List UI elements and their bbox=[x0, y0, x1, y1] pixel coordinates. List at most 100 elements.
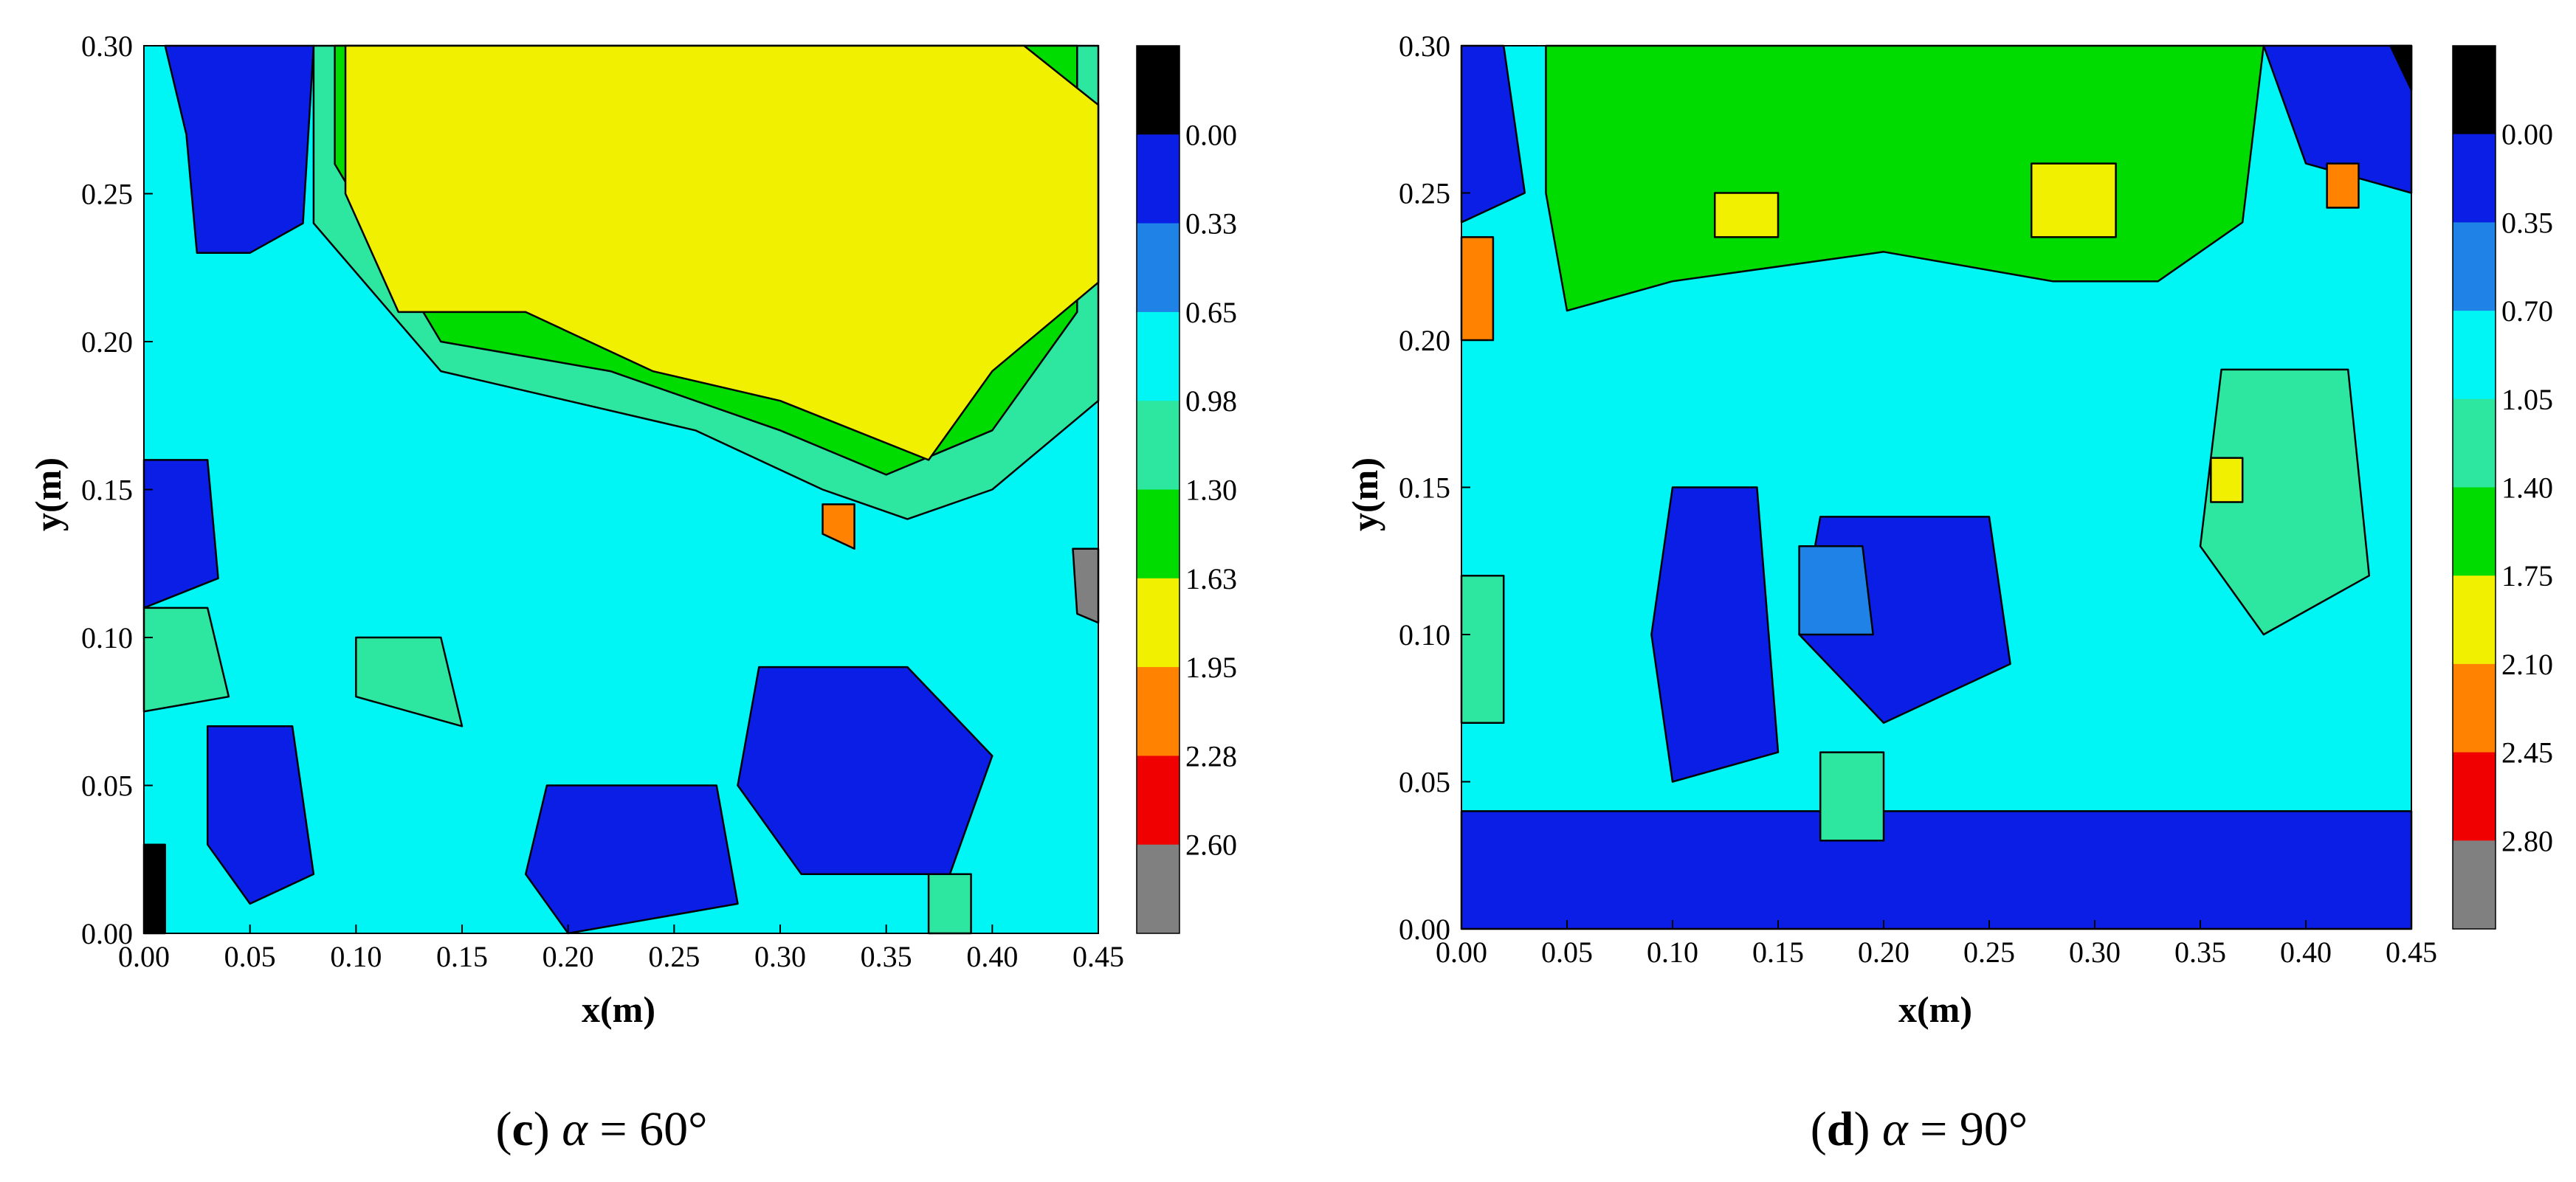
colorbar-swatch bbox=[1137, 756, 1179, 846]
contour-region bbox=[1819, 751, 1885, 842]
contour-region bbox=[1072, 547, 1100, 624]
x-tick-label: 0.10 bbox=[330, 940, 382, 973]
caption-rest-c: = 60° bbox=[588, 1102, 708, 1156]
panel-d: 0.00 0.05 0.10 0.15 0.20 0.25 0.30 0.35 0.40 0.45… bbox=[1344, 30, 2553, 1156]
colorbar-label: 1.95 bbox=[1185, 651, 1237, 684]
x-tick-label: 0.15 bbox=[436, 940, 488, 973]
colorbar-c: 0.00 0.33 0.65 0.98 1.30 1.63 1.95 2.28 2.60 bbox=[1136, 45, 1237, 934]
x-tick-label: 0.30 bbox=[754, 940, 806, 973]
colorbar-swatch bbox=[2453, 46, 2496, 135]
colorbar-swatch bbox=[1137, 667, 1179, 756]
x-tick-label: 0.25 bbox=[648, 940, 700, 973]
x-tick-label: 0.45 bbox=[1072, 940, 1124, 973]
contour-region bbox=[1545, 44, 2265, 312]
colorbar-label: 0.00 bbox=[2501, 118, 2553, 151]
colorbar-swatch bbox=[2453, 311, 2496, 400]
contour-region bbox=[206, 725, 315, 905]
caption-rest-d: = 90° bbox=[1908, 1102, 2028, 1156]
contour-region bbox=[142, 843, 166, 935]
y-axis-label-d: y(m) bbox=[1344, 457, 1385, 531]
colorbar-label: 2.10 bbox=[2501, 648, 2553, 681]
colorbar-swatch bbox=[1137, 578, 1179, 668]
x-axis-label-c: x(m) bbox=[582, 989, 655, 1030]
contour-region bbox=[1650, 486, 1780, 783]
contour-region bbox=[822, 503, 855, 550]
x-tick-label: 0.40 bbox=[2280, 936, 2332, 969]
contour-region bbox=[1460, 810, 2413, 930]
x-tick-label: 0.35 bbox=[2174, 936, 2226, 969]
colorbar-label: 1.63 bbox=[1185, 562, 1237, 595]
y-axis-label-c: y(m) bbox=[27, 457, 69, 531]
caption-d: (d) α = 90° bbox=[1811, 1102, 2028, 1156]
x-tick-label: 0.10 bbox=[1647, 936, 1698, 969]
y-tick-label: 0.20 bbox=[1399, 324, 1450, 357]
x-tick-label: 0.40 bbox=[966, 940, 1018, 973]
y-axis-ticks-c: 0.00 0.05 0.10 0.15 0.20 0.25 0.30 bbox=[81, 30, 153, 950]
panel-c: 0.00 0.05 0.10 0.15 0.20 0.25 0.30 0.35 0.40 0.45… bbox=[27, 30, 1237, 1156]
y-tick-label: 0.30 bbox=[1399, 30, 1450, 63]
contour-region bbox=[355, 636, 464, 727]
x-tick-label: 0.00 bbox=[1436, 936, 1487, 969]
y-tick-label: 0.10 bbox=[81, 621, 133, 654]
colorbar-d: 0.00 0.35 0.70 1.05 1.40 1.75 2.10 2.45 2.80 bbox=[2452, 45, 2553, 930]
caption-letter-d: d bbox=[1827, 1102, 1854, 1156]
x-tick-label: 0.00 bbox=[118, 940, 170, 973]
colorbar-swatch bbox=[1137, 844, 1179, 934]
colorbar-frame bbox=[1136, 45, 1180, 934]
y-tick-label: 0.00 bbox=[81, 917, 133, 950]
colorbar-label: 1.30 bbox=[1185, 474, 1237, 507]
y-tick-label: 0.15 bbox=[1399, 471, 1450, 505]
colorbar-swatch bbox=[2453, 576, 2496, 665]
colorbar-label: 1.05 bbox=[2501, 383, 2553, 416]
colorbar-swatch bbox=[2453, 840, 2496, 930]
colorbar-label: 0.98 bbox=[1185, 384, 1237, 418]
colorbar-label: 0.33 bbox=[1185, 207, 1237, 241]
contour-region bbox=[2210, 457, 2244, 503]
contour-region bbox=[1713, 192, 1780, 238]
contour-plot-c bbox=[142, 44, 1100, 935]
x-tick-label: 0.20 bbox=[1858, 936, 1909, 969]
colorbar-label: 0.35 bbox=[2501, 206, 2553, 239]
colorbar-label: 1.75 bbox=[2501, 559, 2553, 592]
x-tick-label: 0.35 bbox=[861, 940, 912, 973]
y-axis-ticks-d: 0.00 0.05 0.10 0.15 0.20 0.25 0.30 bbox=[1399, 30, 1470, 946]
x-tick-label: 0.30 bbox=[2069, 936, 2121, 969]
contour-region bbox=[1460, 574, 1505, 724]
contour-region bbox=[2326, 162, 2360, 209]
contour-region bbox=[2199, 368, 2371, 636]
colorbar-swatch bbox=[2453, 487, 2496, 576]
y-tick-label: 0.15 bbox=[81, 474, 133, 507]
y-tick-label: 0.30 bbox=[81, 30, 133, 63]
y-tick-label: 0.20 bbox=[81, 325, 133, 359]
y-tick-label: 0.05 bbox=[81, 770, 133, 803]
colorbar-swatch bbox=[2453, 222, 2496, 311]
contour-region bbox=[1460, 236, 1495, 342]
colorbar-label: 0.70 bbox=[2501, 294, 2553, 328]
y-tick-label: 0.00 bbox=[1399, 913, 1450, 946]
y-tick-label: 0.25 bbox=[81, 178, 133, 211]
contour-region bbox=[1798, 545, 1874, 636]
contour-region bbox=[2030, 162, 2117, 238]
colorbar-swatch bbox=[2453, 398, 2496, 488]
caption-variable-c: α bbox=[562, 1102, 588, 1156]
caption-c: (c) α = 60° bbox=[495, 1102, 707, 1156]
y-tick-label: 0.10 bbox=[1399, 618, 1450, 652]
x-tick-label: 0.20 bbox=[543, 940, 594, 973]
colorbar-label: 2.60 bbox=[1185, 829, 1237, 862]
colorbar-swatch bbox=[2453, 752, 2496, 841]
x-axis-ticks-d: 0.00 0.05 0.10 0.15 0.20 0.25 0.30 0.35 0.40 0.45 bbox=[1436, 920, 2437, 969]
colorbar-label: 2.80 bbox=[2501, 824, 2553, 857]
colorbar-label: 0.65 bbox=[1185, 296, 1237, 329]
x-axis-ticks-c: 0.00 0.05 0.10 0.15 0.20 0.25 0.30 0.35 0.40 0.45 bbox=[118, 924, 1124, 973]
colorbar-frame bbox=[2452, 45, 2496, 930]
colorbar-swatch bbox=[1137, 401, 1179, 490]
x-tick-label: 0.15 bbox=[1752, 936, 1804, 969]
contour-region bbox=[927, 873, 972, 935]
x-tick-label: 0.25 bbox=[1963, 936, 2015, 969]
x-axis-label-d: x(m) bbox=[1898, 989, 1972, 1030]
y-tick-label: 0.25 bbox=[1399, 177, 1450, 210]
colorbar-swatch bbox=[2453, 663, 2496, 753]
colorbar-swatch bbox=[1137, 311, 1179, 401]
colorbar-swatch bbox=[1137, 134, 1179, 224]
